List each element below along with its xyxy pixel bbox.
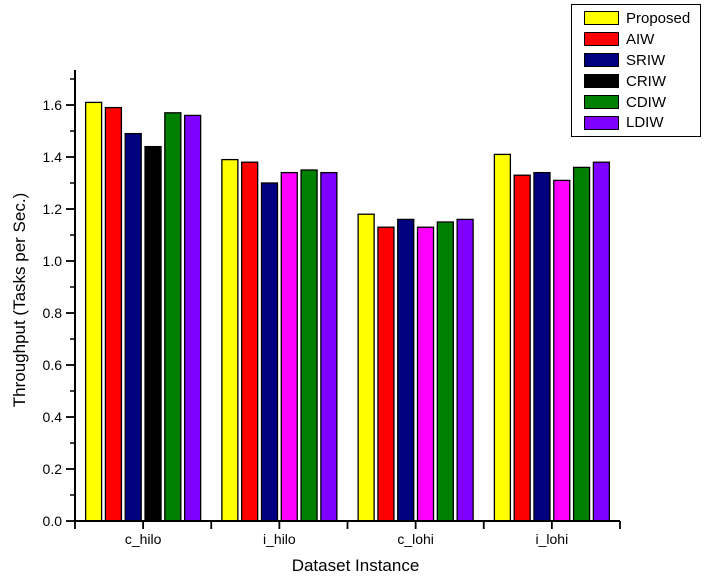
bar-sriw-i_lohi [533, 171, 551, 522]
y-axis-tick-label: 1.0 [43, 253, 63, 269]
legend-swatch-aiw [584, 32, 619, 47]
bar-proposed-i_lohi [493, 153, 512, 522]
bar-criw-i_hilo [280, 171, 298, 522]
y-axis-tick-label: 0.4 [43, 409, 63, 425]
bar-aiw-i_lohi [513, 174, 531, 522]
bar-criw-i_lohi [553, 179, 571, 522]
y-axis-tick-label: 0.2 [43, 461, 63, 477]
y-axis-tick-label: 0.8 [43, 305, 63, 321]
legend-item-aiw: AIW [572, 29, 700, 50]
legend-label: CDIW [626, 93, 666, 111]
bar-proposed-c_lohi [357, 213, 375, 522]
legend-swatch-criw [584, 74, 619, 89]
legend-label: CRIW [626, 72, 666, 90]
legend-label: Proposed [626, 9, 691, 27]
bar-ldiw-c_lohi [456, 218, 474, 522]
x-axis-category-label-c_lohi: c_lohi [397, 531, 434, 547]
legend-swatch-cdiw [584, 95, 619, 109]
x-axis-category-label-i_hilo: i_hilo [263, 531, 296, 547]
bar-proposed-c_hilo [84, 101, 103, 522]
bar-aiw-c_hilo [104, 106, 123, 522]
bar-cdiw-i_lohi [572, 166, 591, 522]
y-axis-title: Throughput (Tasks per Sec.) [10, 192, 29, 408]
legend-swatch-sriw [584, 53, 619, 68]
bar-sriw-c_hilo [124, 132, 142, 522]
y-axis-tick-label: 1.6 [43, 97, 63, 113]
legend-item-proposed: Proposed [572, 8, 700, 29]
y-axis-tick-label: 1.4 [43, 149, 63, 165]
y-axis-tick-label: 0.0 [43, 513, 63, 529]
legend-item-ldiw: LDIW [572, 112, 700, 133]
legend: Proposed AIW SRIW CRIW CDIW LDIW [571, 4, 701, 138]
legend-item-cdiw: CDIW [572, 92, 700, 113]
x-axis-category-label-c_hilo: c_hilo [125, 531, 162, 547]
bar-sriw-c_lohi [397, 218, 415, 522]
x-axis-title: Dataset Instance [291, 556, 420, 575]
x-axis-category-label-i_lohi: i_lohi [536, 531, 569, 547]
bar-ldiw-c_hilo [183, 114, 202, 522]
bar-cdiw-c_lohi [436, 221, 454, 522]
bar-aiw-c_lohi [377, 226, 395, 522]
legend-label: AIW [626, 30, 655, 48]
y-axis-tick-label: 0.6 [43, 357, 63, 373]
bar-cdiw-c_hilo [164, 112, 182, 522]
legend-swatch-ldiw [584, 115, 619, 130]
legend-item-criw: CRIW [572, 71, 700, 92]
legend-label: LDIW [626, 114, 664, 132]
bar-criw-c_hilo [144, 145, 162, 522]
bar-criw-c_lohi [416, 226, 435, 522]
bar-aiw-i_hilo [241, 161, 259, 522]
bar-ldiw-i_hilo [320, 171, 338, 522]
legend-label: SRIW [626, 51, 666, 69]
y-axis-tick-label: 1.2 [43, 201, 63, 217]
bar-cdiw-i_hilo [300, 169, 318, 522]
legend-item-sriw: SRIW [572, 50, 700, 71]
legend-swatch-proposed [584, 11, 619, 26]
bar-ldiw-i_lohi [592, 161, 611, 522]
bar-sriw-i_hilo [260, 182, 279, 522]
bar-proposed-i_hilo [221, 158, 239, 522]
